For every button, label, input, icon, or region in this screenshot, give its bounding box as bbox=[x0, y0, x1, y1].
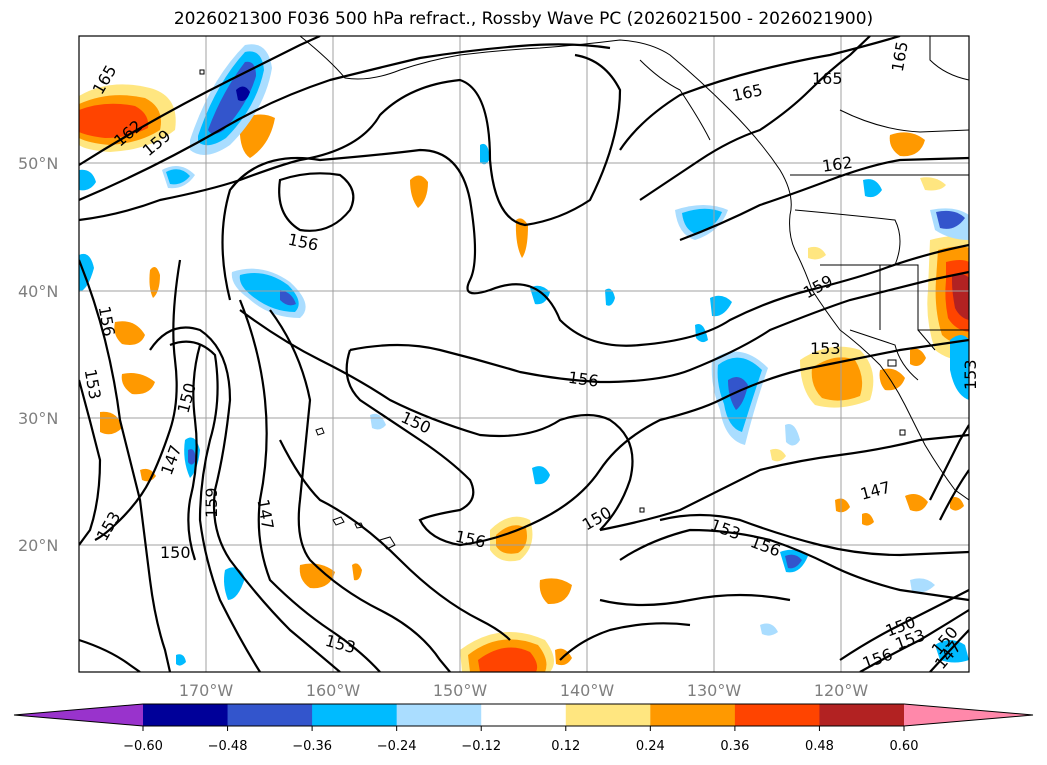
colorbar-segment bbox=[565, 704, 651, 726]
map-title: 2026021300 F036 500 hPa refract., Rossby… bbox=[173, 9, 874, 29]
colorbar-ticks: −0.60 −0.48 −0.36 −0.24 −0.12 0.12 0.24 0.36 0.4… bbox=[123, 726, 918, 754]
colorbar-segment bbox=[227, 704, 313, 726]
colorbar-segment bbox=[650, 704, 736, 726]
colorbar-extend-high bbox=[904, 704, 1033, 726]
map-frame bbox=[78, 35, 970, 673]
negative-anomaly-fills bbox=[79, 44, 969, 666]
colorbar-tick-label: −0.48 bbox=[208, 739, 248, 754]
colorbar-tick-label: 0.24 bbox=[636, 739, 665, 754]
colorbar-tick-label: 0.12 bbox=[551, 739, 580, 754]
colorbar-tick-label: 0.48 bbox=[805, 739, 834, 754]
colorbar-tick-label: −0.36 bbox=[292, 739, 332, 754]
colorbar-tick-label: 0.36 bbox=[720, 739, 749, 754]
lon-label-140w: 140°W bbox=[560, 681, 615, 700]
contour-lines bbox=[79, 36, 969, 672]
colorbar-segment bbox=[734, 704, 820, 726]
lat-label-50n: 50°N bbox=[18, 154, 58, 173]
colorbar-tick-label: −0.24 bbox=[377, 739, 417, 754]
contour-label: 156 bbox=[567, 368, 600, 391]
colorbar-tick-label: −0.12 bbox=[461, 739, 501, 754]
longitude-labels: 170°W 160°W 150°W 140°W 130°W 120°W bbox=[179, 681, 869, 700]
lon-label-150w: 150°W bbox=[433, 681, 488, 700]
colorbar-tick-label: 0.60 bbox=[890, 739, 919, 754]
colorbar-segment bbox=[481, 704, 567, 726]
colorbar-segment bbox=[819, 704, 905, 726]
lon-label-160w: 160°W bbox=[306, 681, 361, 700]
contour-label: 162 bbox=[821, 153, 854, 176]
colorbar-extend-low bbox=[14, 704, 143, 726]
colorbar-segment bbox=[396, 704, 482, 726]
coastlines bbox=[299, 36, 969, 501]
colorbar-tick-label: −0.60 bbox=[123, 739, 163, 754]
latitude-labels: 50°N 40°N 30°N 20°N bbox=[18, 154, 58, 555]
colorbar-segment bbox=[143, 704, 229, 726]
lat-label-40n: 40°N bbox=[18, 282, 58, 301]
lat-label-20n: 20°N bbox=[18, 536, 58, 555]
colorbar bbox=[13, 703, 1034, 727]
contour-label: 159 bbox=[202, 487, 221, 518]
lon-label-130w: 130°W bbox=[687, 681, 742, 700]
lon-label-170w: 170°W bbox=[179, 681, 234, 700]
contour-label: 165 bbox=[812, 69, 843, 88]
contour-label: 153 bbox=[810, 339, 841, 358]
lon-label-120w: 120°W bbox=[814, 681, 869, 700]
lat-label-30n: 30°N bbox=[18, 409, 58, 428]
contour-label: 150 bbox=[160, 543, 191, 562]
contour-label-group: 165 162 159 165 165 165 162 156 159 156 … bbox=[81, 40, 980, 673]
contour-label: 153 bbox=[961, 359, 980, 390]
colorbar-segment bbox=[312, 704, 398, 726]
positive-anomaly-fills bbox=[79, 84, 969, 672]
